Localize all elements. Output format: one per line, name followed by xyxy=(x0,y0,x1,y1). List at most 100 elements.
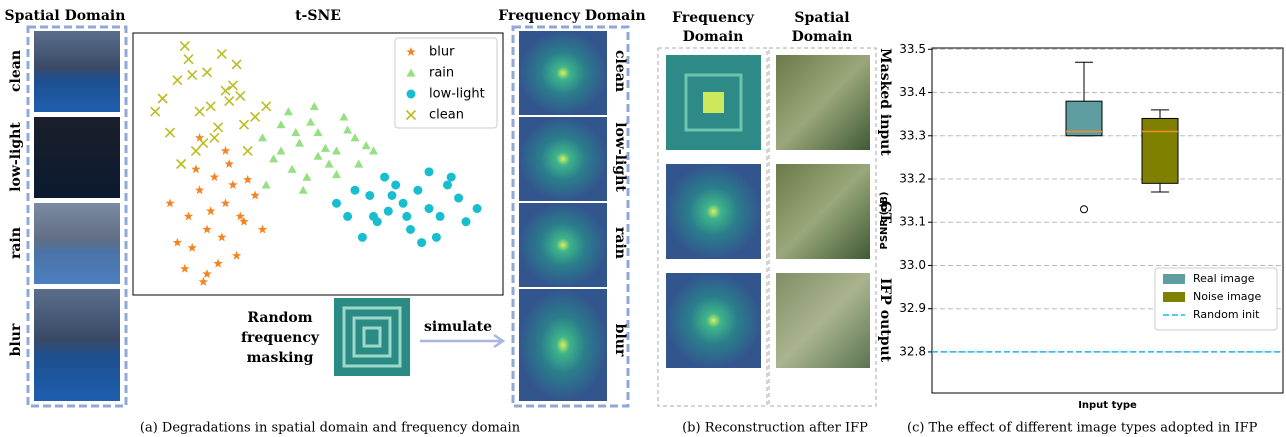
point xyxy=(306,118,315,126)
row-label: rain xyxy=(612,227,628,259)
point xyxy=(199,277,208,286)
point xyxy=(269,154,278,162)
row-label: low-light xyxy=(8,122,24,192)
col-title: Domain xyxy=(683,29,744,45)
point xyxy=(243,175,252,184)
point xyxy=(202,269,211,278)
point xyxy=(228,81,237,90)
y-axis-label: PSNR (dB) xyxy=(879,191,890,249)
image xyxy=(519,203,607,287)
y-tick-label: 32.9 xyxy=(899,301,926,315)
point xyxy=(447,173,456,182)
image xyxy=(34,117,120,198)
arrow xyxy=(420,335,503,347)
point xyxy=(454,194,463,203)
point xyxy=(206,206,215,215)
point xyxy=(258,225,267,234)
point xyxy=(232,60,241,69)
image xyxy=(776,55,870,150)
point xyxy=(388,191,397,200)
image xyxy=(776,273,870,368)
figure: Spatial Domain clean low-light rain blur… xyxy=(0,0,1286,437)
frequency-title: Frequency Domain xyxy=(498,8,645,24)
masking-label: Random xyxy=(247,310,312,326)
y-tick-label: 33.3 xyxy=(899,128,926,142)
point xyxy=(391,180,400,189)
caption: (c) The effect of different image types … xyxy=(907,421,1258,436)
point xyxy=(443,180,452,189)
point xyxy=(166,128,175,137)
point xyxy=(473,204,482,213)
point xyxy=(151,107,160,116)
box xyxy=(1142,118,1178,183)
point xyxy=(202,225,211,234)
col-title: Spatial xyxy=(794,10,849,26)
point xyxy=(203,68,212,77)
point xyxy=(332,199,341,208)
point xyxy=(343,212,352,221)
point xyxy=(217,232,226,241)
point xyxy=(165,198,174,207)
point xyxy=(413,186,422,195)
legend-label: Real image xyxy=(1193,272,1255,285)
point xyxy=(462,217,471,226)
point xyxy=(236,91,245,100)
legend-label: clean xyxy=(429,108,464,123)
flier xyxy=(1081,206,1088,213)
point xyxy=(339,112,348,120)
legend-swatch xyxy=(1163,274,1185,284)
point xyxy=(221,86,230,95)
point xyxy=(250,191,259,200)
row-label: blur xyxy=(8,323,24,356)
point xyxy=(228,180,237,189)
point xyxy=(310,102,319,110)
masking-label: masking xyxy=(247,350,314,366)
y-tick-label: 33.2 xyxy=(899,171,926,185)
box xyxy=(1066,101,1102,136)
image xyxy=(519,289,607,401)
col-title: Domain xyxy=(792,29,853,45)
point xyxy=(432,233,441,242)
point xyxy=(288,165,297,173)
legend-label: rain xyxy=(429,66,454,81)
point xyxy=(232,251,241,260)
point xyxy=(406,225,415,234)
point xyxy=(351,133,360,141)
row-label: blur xyxy=(612,324,628,357)
point xyxy=(417,238,426,247)
caption: (a) Degradations in spatial domain and f… xyxy=(140,421,521,436)
point xyxy=(380,173,389,182)
row-label: low-light xyxy=(612,122,628,192)
mask-image xyxy=(334,298,410,376)
x-axis-label: Input type xyxy=(1078,400,1137,411)
point xyxy=(180,264,189,273)
image xyxy=(666,164,761,259)
point xyxy=(243,146,252,155)
point xyxy=(284,107,293,115)
point xyxy=(173,76,182,85)
point xyxy=(188,243,197,252)
point xyxy=(210,133,219,142)
point xyxy=(199,139,208,148)
point xyxy=(225,97,234,106)
point xyxy=(277,120,286,128)
point xyxy=(173,238,182,247)
point xyxy=(206,102,215,111)
image xyxy=(776,164,870,259)
point xyxy=(213,259,222,268)
point xyxy=(314,128,323,136)
col-title: Frequency xyxy=(672,10,755,26)
point xyxy=(425,204,434,213)
point xyxy=(436,212,445,221)
point xyxy=(399,199,408,208)
point xyxy=(180,42,189,51)
image xyxy=(666,273,761,368)
y-tick-label: 33.5 xyxy=(899,42,926,56)
y-tick-label: 32.8 xyxy=(899,344,926,358)
point xyxy=(402,212,411,221)
point xyxy=(358,233,367,242)
b-images xyxy=(666,55,870,368)
row-label: IFP output xyxy=(877,278,893,363)
point xyxy=(191,164,200,173)
legend-marker xyxy=(407,90,416,99)
